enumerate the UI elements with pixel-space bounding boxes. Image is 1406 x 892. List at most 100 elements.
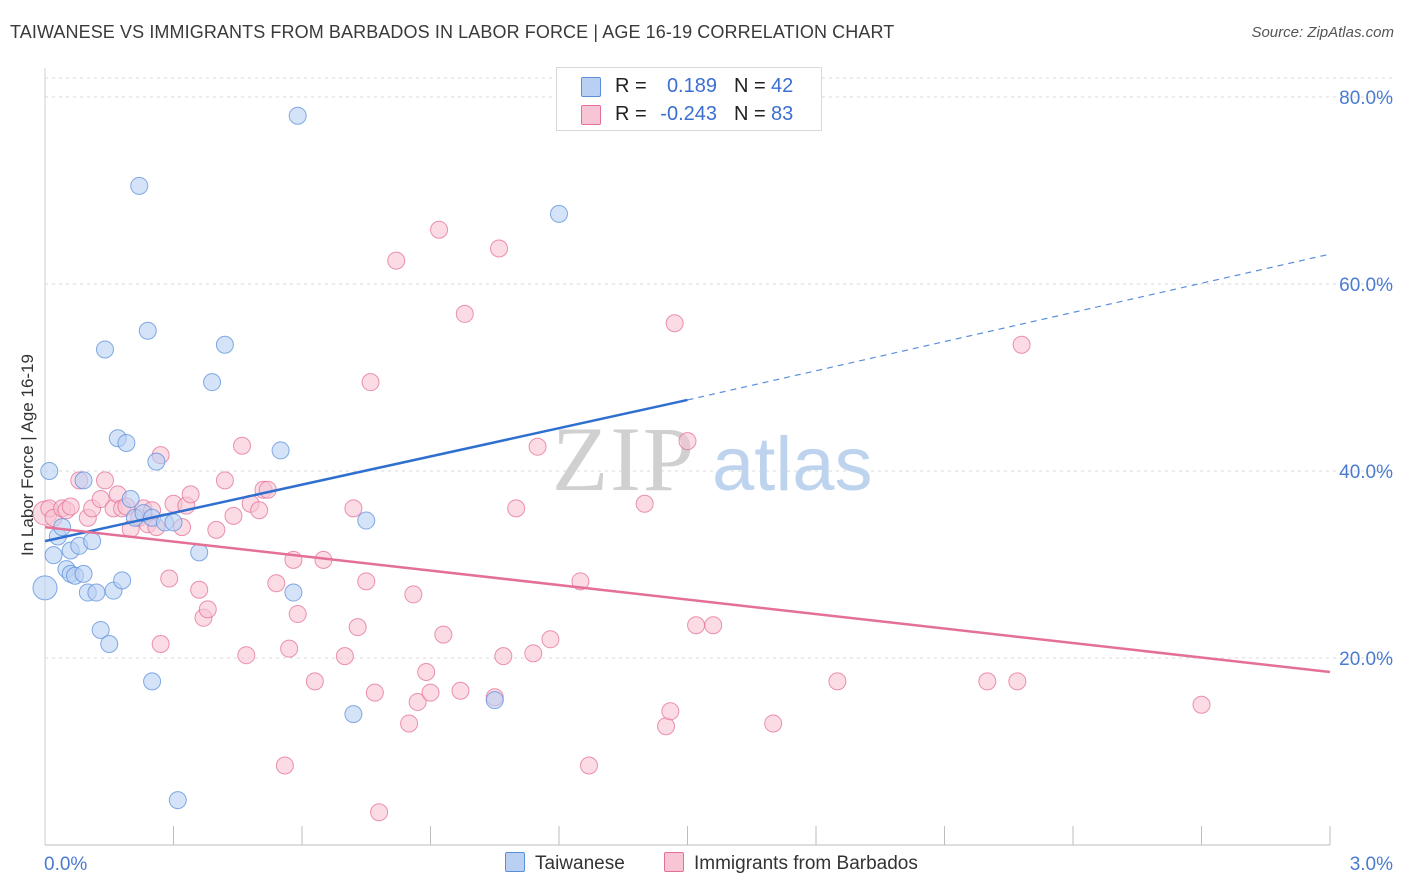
barbados-point (344, 499, 363, 518)
barbados-point (95, 471, 114, 490)
barbados-legend-label: Immigrants from Barbados (694, 853, 918, 874)
svg-text:ZIP: ZIP (552, 408, 696, 510)
barbados-legend-swatch (664, 852, 684, 872)
taiwanese-point (44, 546, 63, 565)
barbados-point (408, 692, 427, 711)
barbados-point (250, 501, 269, 520)
taiwanese-point (32, 575, 58, 601)
taiwanese-point (53, 518, 72, 537)
barbados-point (275, 756, 294, 775)
barbados-point (404, 585, 423, 604)
barbados-point (1192, 695, 1211, 714)
taiwanese-point (40, 462, 59, 480)
taiwanese-legend-label: Taiwanese (535, 853, 625, 874)
barbados-point (335, 647, 354, 666)
taiwanese-point (271, 441, 290, 460)
taiwanese-point (168, 791, 187, 810)
barbados-point (635, 494, 654, 513)
barbados-point (305, 672, 324, 691)
barbados-point (348, 618, 367, 637)
taiwanese-point (113, 571, 132, 590)
barbados-point (451, 681, 470, 700)
barbados-point (455, 304, 474, 323)
r-value: 0.189 (666, 75, 717, 97)
barbados-point (524, 644, 543, 663)
taiwanese-point (344, 705, 363, 724)
legend-item-taiwanese: Taiwanese (505, 852, 625, 875)
barbados-point (198, 600, 217, 619)
n-label: N = (734, 75, 766, 97)
barbados-point (151, 634, 170, 653)
taiwanese-point (147, 452, 166, 471)
taiwanese-point (130, 176, 149, 195)
barbados-point (215, 471, 234, 490)
barbados-point (421, 683, 440, 702)
barbados-point (1012, 335, 1031, 354)
taiwanese-legend-swatch (505, 852, 525, 872)
barbados-point (233, 436, 252, 455)
barbados-point (400, 714, 419, 733)
barbados-point (417, 663, 436, 682)
n-value: 83 (771, 103, 794, 125)
barbados-point (571, 572, 590, 591)
barbados-point (657, 717, 676, 736)
svg-text:atlas: atlas (712, 422, 873, 507)
barbados-point (541, 630, 560, 649)
taiwanese-point (91, 620, 110, 639)
barbados-point (978, 672, 997, 691)
taiwanese-point (87, 583, 106, 602)
taiwanese-point (83, 532, 102, 551)
barbados-point (224, 506, 243, 525)
x-tick-label-max: 3.0% (1350, 854, 1393, 875)
source-label: Source: ZipAtlas.com (1251, 24, 1394, 41)
y-axis-title: In Labor Force | Age 16-19 (18, 354, 37, 556)
barbados-point (528, 437, 547, 456)
barbados-trend-line (44, 525, 1331, 674)
taiwanese-point (121, 490, 140, 509)
legend-item-barbados: Immigrants from Barbados (664, 852, 918, 875)
barbados-point (207, 520, 226, 539)
data-points (32, 106, 1211, 822)
barbados-point (288, 605, 307, 624)
taiwanese-point (284, 583, 303, 602)
taiwanese-point (203, 373, 222, 392)
taiwanese-point (143, 672, 162, 691)
chart-title: TAIWANESE VS IMMIGRANTS FROM BARBADOS IN… (10, 22, 895, 42)
taiwanese-point (550, 204, 568, 223)
barbados-swatch (581, 105, 601, 125)
barbados-point (1008, 672, 1027, 691)
taiwanese-point (74, 471, 93, 490)
n-value: 42 (771, 75, 794, 97)
y-tick-label: 80.0% (1339, 88, 1393, 109)
taiwanese-point (288, 106, 307, 125)
barbados-point (764, 714, 783, 733)
barbados-point (370, 803, 389, 822)
axes (44, 68, 1331, 846)
barbados-point (579, 756, 598, 775)
barbados-point (61, 497, 80, 516)
taiwanese-trend-extension (687, 253, 1331, 401)
barbados-point (704, 616, 723, 635)
n-label: N = (734, 103, 766, 125)
taiwanese-point (485, 691, 504, 710)
trend-lines (44, 253, 1331, 674)
r-label: R = (615, 103, 647, 125)
barbados-point (361, 373, 380, 392)
barbados-point (160, 569, 179, 588)
barbados-point (494, 647, 513, 666)
taiwanese-point (100, 634, 119, 653)
taiwanese-point (95, 340, 114, 359)
x-tick-label-min: 0.0% (44, 854, 87, 875)
taiwanese-point (74, 564, 93, 583)
taiwanese-point (117, 433, 136, 452)
y-tick-label: 20.0% (1339, 649, 1393, 670)
taiwanese-point (215, 335, 234, 354)
grid-lines (45, 77, 1392, 659)
barbados-point (365, 683, 384, 702)
barbados-point (267, 574, 286, 593)
y-tick-label: 60.0% (1339, 275, 1393, 296)
stats-legend: R = 0.189 N = 42 R = -0.243 N = 83 (556, 67, 822, 131)
barbados-point (237, 646, 256, 665)
barbados-point (190, 580, 209, 599)
